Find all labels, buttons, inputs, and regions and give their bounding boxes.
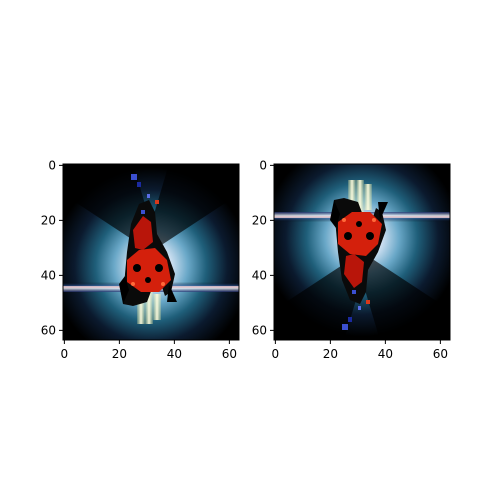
x-tick-label: 60 [222, 347, 237, 361]
y-tick-label: 60 [41, 323, 56, 337]
y-tick-label: 60 [252, 323, 267, 337]
image-panel-1: 0 20 40 60 0 20 40 60 [41, 158, 240, 361]
x-tick-label: 0 [272, 347, 280, 361]
x-tick-label: 20 [112, 347, 127, 361]
y-tick-label: 0 [48, 158, 56, 172]
y-tick-label: 40 [252, 268, 267, 282]
y-tick-label: 20 [252, 213, 267, 227]
image-panel-2: 0 20 40 60 0 20 40 60 [252, 158, 451, 361]
x-tick-label: 20 [323, 347, 338, 361]
y-tick-label: 40 [41, 268, 56, 282]
x-tick-label: 40 [378, 347, 393, 361]
x-tick-label: 0 [61, 347, 69, 361]
x-tick-label: 40 [167, 347, 182, 361]
y-tick-label: 20 [41, 213, 56, 227]
y-tick-label: 0 [259, 158, 267, 172]
x-tick-label: 60 [433, 347, 448, 361]
axes-ticks-2: 0 20 40 60 0 20 40 60 [252, 158, 448, 361]
axes-ticks-1: 0 20 40 60 0 20 40 60 [41, 158, 237, 361]
